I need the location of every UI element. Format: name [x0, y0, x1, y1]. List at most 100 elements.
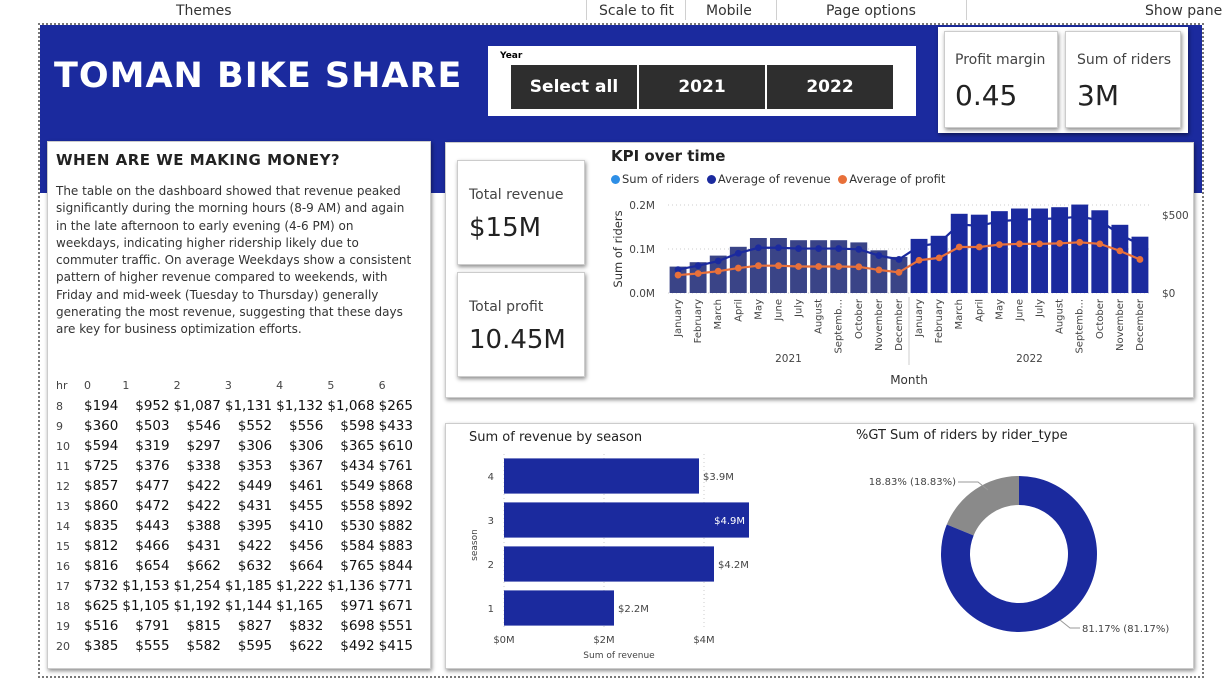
- data-label: $3.9M: [703, 472, 734, 483]
- revenue-cell: $555: [135, 638, 170, 654]
- revenue-cell: $1,087: [173, 398, 221, 414]
- table-row: 8 $194 $952 $1,087 $1,131 $1,132 $1,068 $265: [54, 396, 415, 416]
- riders-bar: [990, 211, 1008, 293]
- table-body: 8 $194 $952 $1,087 $1,131 $1,132 $1,068 $265 9 $3…: [54, 396, 415, 656]
- revenue-cell: $385: [84, 638, 119, 654]
- legend-profit-label[interactable]: Average of profit: [849, 172, 946, 186]
- x-tick-label: November: [874, 298, 885, 351]
- revenue-cell: $1,222: [276, 578, 324, 594]
- legend-revenue-label[interactable]: Average of revenue: [717, 172, 831, 186]
- column-header[interactable]: 6: [378, 378, 386, 392]
- profit-point: [674, 271, 682, 279]
- profit-point: [1076, 238, 1084, 246]
- y2-tick-label: $0: [1162, 288, 1175, 300]
- profit-margin-value: 0.45: [955, 79, 1018, 112]
- revenue-cell: $477: [135, 478, 170, 494]
- hour-cell: 8: [56, 399, 63, 413]
- rider-type-chart-title: %GT Sum of riders by rider_type: [856, 428, 1068, 443]
- revenue-cell: $1,132: [276, 398, 324, 414]
- revenue-cell: $844: [378, 558, 413, 574]
- revenue-cell: $594: [84, 438, 119, 454]
- insight-title: WHEN ARE WE MAKING MONEY?: [56, 151, 341, 169]
- table-row: 14 $835 $443 $388 $395 $410 $530 $882: [54, 516, 415, 536]
- table-row: 12 $857 $477 $422 $449 $461 $549 $868: [54, 476, 415, 496]
- column-header[interactable]: 1: [122, 378, 130, 392]
- table-row: 13 $860 $472 $422 $431 $455 $558 $892: [54, 496, 415, 516]
- revenue-cell: $765: [340, 558, 375, 574]
- revenue-point: [795, 245, 802, 252]
- riders-bar: [970, 214, 988, 293]
- revenue-cell: $791: [135, 618, 170, 634]
- hour-cell: 14: [56, 519, 70, 533]
- revenue-point: [1096, 217, 1104, 224]
- data-label: $4.9M: [714, 516, 745, 527]
- hour-cell: 17: [56, 579, 70, 593]
- revenue-cell: $815: [186, 618, 221, 634]
- riders-bar: [689, 262, 707, 293]
- profit-point: [795, 263, 802, 270]
- group-label: 2021: [775, 353, 802, 365]
- column-header[interactable]: 2: [173, 378, 181, 392]
- riders-bar: [1131, 236, 1149, 293]
- slicer-option-select-all[interactable]: Select all: [511, 65, 637, 109]
- data-label: $2.2M: [618, 604, 649, 615]
- revenue-cell: $1,136: [327, 578, 375, 594]
- page-options-button[interactable]: Page options: [826, 3, 916, 19]
- revenue-cell: $610: [378, 438, 413, 454]
- scale-to-fit-button[interactable]: Scale to fit: [599, 3, 674, 19]
- column-header[interactable]: hr: [56, 378, 68, 392]
- column-header[interactable]: 3: [224, 378, 232, 392]
- slicer-option-2021[interactable]: 2021: [639, 65, 765, 109]
- hour-cell: 13: [56, 499, 70, 513]
- rider-type-donut-chart: 18.83% (18.83%) 81.17% (81.17%): [869, 476, 1169, 635]
- revenue-point: [1016, 216, 1023, 224]
- table-row: 17 $732 $1,153 $1,254 $1,185 $1,222 $1,136 $771: [54, 576, 415, 596]
- revenue-cell: $319: [135, 438, 170, 454]
- revenue-cell: $434: [340, 458, 375, 474]
- revenue-point: [895, 256, 903, 263]
- x-tick-label: $4M: [693, 635, 714, 646]
- total-profit-value: 10.45M: [469, 325, 566, 355]
- revenue-cell: $455: [289, 498, 324, 514]
- x-tick-label: $2M: [593, 635, 614, 646]
- x-tick-label: January: [914, 299, 925, 338]
- revenue-point: [915, 242, 923, 250]
- data-label: $4.2M: [718, 560, 749, 571]
- kpi-over-time-chart: 0.0M 0.1M 0.2M $0 $500 Sum of riders January Fe…: [611, 200, 1189, 387]
- column-header[interactable]: 4: [276, 378, 284, 392]
- revenue-point: [1076, 213, 1084, 220]
- y-tick-label: 2: [488, 560, 494, 571]
- revenue-cell: $698: [340, 618, 375, 634]
- mobile-button[interactable]: Mobile: [706, 3, 752, 19]
- revenue-cell: $860: [84, 498, 119, 514]
- leader-line: [1059, 619, 1080, 629]
- revenue-cell: $552: [237, 418, 273, 434]
- themes-button[interactable]: Themes: [176, 3, 232, 19]
- column-header[interactable]: 5: [327, 378, 335, 392]
- revenue-cell: $360: [84, 418, 119, 434]
- revenue-point: [1036, 215, 1043, 223]
- revenue-cell: $410: [289, 518, 324, 534]
- slicer-label: Year: [500, 51, 523, 61]
- revenue-point: [875, 252, 883, 259]
- toolbar-divider: [586, 0, 587, 20]
- x-tick-label: July: [1035, 299, 1046, 318]
- sum-riders-value: 3M: [1077, 79, 1119, 112]
- column-header[interactable]: 0: [84, 378, 91, 392]
- season-bar: [504, 590, 614, 626]
- hour-cell: 16: [56, 559, 70, 573]
- y-tick-label: 1: [488, 604, 494, 615]
- legend-riders-label[interactable]: Sum of riders: [622, 172, 700, 186]
- show-pane-button[interactable]: Show pane: [1145, 3, 1222, 19]
- revenue-point: [775, 244, 782, 252]
- hour-cell: 20: [56, 639, 70, 653]
- insight-text: The table on the dashboard showed that r…: [56, 184, 412, 337]
- donut-slice: [946, 476, 1019, 536]
- slicer-option-2022[interactable]: 2022: [767, 65, 893, 109]
- riders-bar: [1011, 208, 1028, 293]
- x-tick-label: May: [994, 299, 1005, 320]
- riders-bar: [1071, 204, 1089, 293]
- revenue-cell: $466: [135, 538, 170, 554]
- revenue-cell: $516: [84, 618, 119, 634]
- profit-point: [835, 263, 843, 270]
